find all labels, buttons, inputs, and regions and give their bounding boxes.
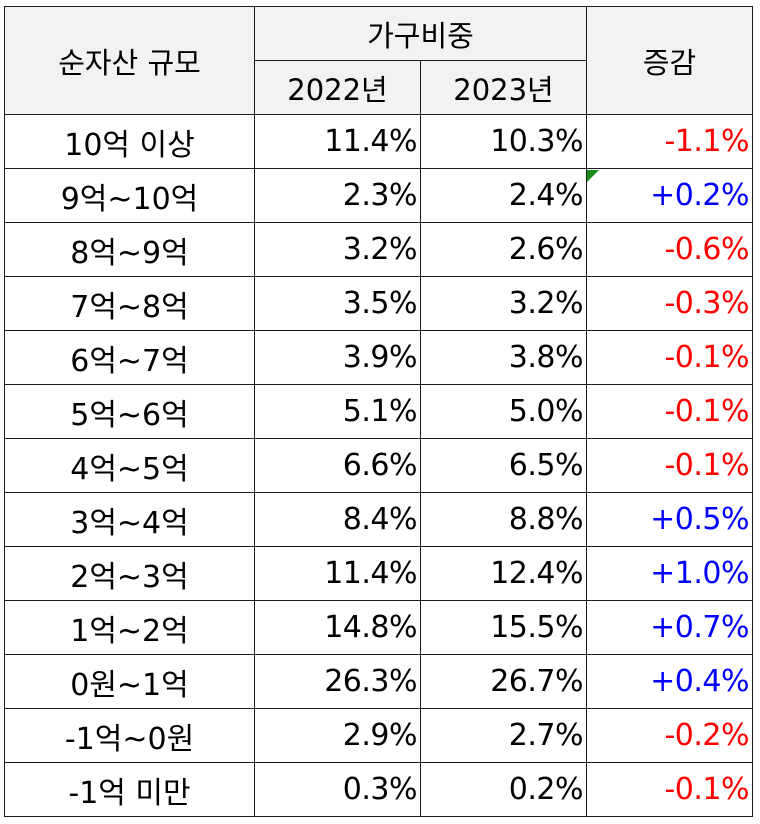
size-range-cell[interactable]: -1억 미만 xyxy=(4,762,255,817)
table-row: 10억 이상 11.4% 10.3% -1.1% xyxy=(4,114,753,169)
size-range-cell[interactable]: 1억~2억 xyxy=(4,600,255,655)
share-2023-cell[interactable]: 12.4% xyxy=(420,546,587,601)
change-cell[interactable]: +0.2% xyxy=(586,168,753,223)
header-share-cell[interactable]: 가구비중 xyxy=(254,6,587,61)
share-2023-cell[interactable]: 3.8% xyxy=(420,330,587,385)
table-row: 5억~6억 5.1% 5.0% -0.1% xyxy=(4,384,753,439)
change-cell[interactable]: -0.6% xyxy=(586,222,753,277)
change-cell[interactable]: -0.1% xyxy=(586,330,753,385)
asset-share-table: 순자산 규모 가구비중 증감 2022년 2023년 10억 이상 11.4% 10… xyxy=(4,6,753,817)
share-2022-cell[interactable]: 11.4% xyxy=(254,114,421,169)
share-2023-cell[interactable]: 2.4% xyxy=(420,168,587,223)
share-2022-cell[interactable]: 8.4% xyxy=(254,492,421,547)
size-range-cell[interactable]: 2억~3억 xyxy=(4,546,255,601)
change-cell[interactable]: +0.7% xyxy=(586,600,753,655)
table-row: 3억~4억 8.4% 8.8% +0.5% xyxy=(4,492,753,547)
change-cell[interactable]: +0.4% xyxy=(586,654,753,709)
header-row-2: 2022년 2023년 xyxy=(5,60,753,115)
share-2022-cell[interactable]: 11.4% xyxy=(254,546,421,601)
share-2022-cell[interactable]: 3.2% xyxy=(254,222,421,277)
header-year-2023-cell[interactable]: 2023년 xyxy=(420,60,587,115)
table-row: 2억~3억 11.4% 12.4% +1.0% xyxy=(4,546,753,601)
share-2022-cell[interactable]: 5.1% xyxy=(254,384,421,439)
table-row: 9억~10억 2.3% 2.4% +0.2% xyxy=(4,168,753,223)
table-body: 10억 이상 11.4% 10.3% -1.1% 9억~10억 2.3% 2.4% +0.2%… xyxy=(4,114,753,817)
header-size-cell[interactable]: 순자산 규모 xyxy=(4,6,255,115)
share-2023-cell[interactable]: 10.3% xyxy=(420,114,587,169)
table-row: -1억~0원 2.9% 2.7% -0.2% xyxy=(4,708,753,763)
share-2023-cell[interactable]: 26.7% xyxy=(420,654,587,709)
share-2023-cell[interactable]: 2.7% xyxy=(420,708,587,763)
change-cell[interactable]: +1.0% xyxy=(586,546,753,601)
share-2022-cell[interactable]: 14.8% xyxy=(254,600,421,655)
share-2022-cell[interactable]: 2.3% xyxy=(254,168,421,223)
share-2022-cell[interactable]: 0.3% xyxy=(254,762,421,817)
size-range-cell[interactable]: 5억~6억 xyxy=(4,384,255,439)
share-2023-cell[interactable]: 5.0% xyxy=(420,384,587,439)
size-range-cell[interactable]: 7억~8억 xyxy=(4,276,255,331)
share-2022-cell[interactable]: 26.3% xyxy=(254,654,421,709)
table-row: 0원~1억 26.3% 26.7% +0.4% xyxy=(4,654,753,709)
change-cell[interactable]: -1.1% xyxy=(586,114,753,169)
share-2022-cell[interactable]: 3.5% xyxy=(254,276,421,331)
table-row: 4억~5억 6.6% 6.5% -0.1% xyxy=(4,438,753,493)
size-range-cell[interactable]: 10억 이상 xyxy=(4,114,255,169)
share-2023-cell[interactable]: 15.5% xyxy=(420,600,587,655)
share-2023-cell[interactable]: 3.2% xyxy=(420,276,587,331)
change-cell[interactable]: -0.3% xyxy=(586,276,753,331)
change-cell[interactable]: -0.2% xyxy=(586,708,753,763)
share-2023-cell[interactable]: 6.5% xyxy=(420,438,587,493)
size-range-cell[interactable]: 0원~1억 xyxy=(4,654,255,709)
share-2022-cell[interactable]: 2.9% xyxy=(254,708,421,763)
table-row: 7억~8억 3.5% 3.2% -0.3% xyxy=(4,276,753,331)
change-cell[interactable]: -0.1% xyxy=(586,384,753,439)
table-row: 8억~9억 3.2% 2.6% -0.6% xyxy=(4,222,753,277)
header-row-1: 순자산 규모 가구비중 증감 xyxy=(4,6,753,115)
header-year-2022-cell[interactable]: 2022년 xyxy=(254,60,421,115)
table-header: 순자산 규모 가구비중 증감 2022년 2023년 xyxy=(4,6,753,115)
table-row: -1억 미만 0.3% 0.2% -0.1% xyxy=(4,762,753,817)
change-cell[interactable]: -0.1% xyxy=(586,438,753,493)
size-range-cell[interactable]: 6억~7억 xyxy=(4,330,255,385)
size-range-cell[interactable]: 8억~9억 xyxy=(4,222,255,277)
header-change-cell[interactable]: 증감 xyxy=(586,6,753,115)
size-range-cell[interactable]: -1억~0원 xyxy=(4,708,255,763)
share-2023-cell[interactable]: 0.2% xyxy=(420,762,587,817)
share-2022-cell[interactable]: 6.6% xyxy=(254,438,421,493)
change-cell[interactable]: -0.1% xyxy=(586,762,753,817)
table-row: 1억~2억 14.8% 15.5% +0.7% xyxy=(4,600,753,655)
size-range-cell[interactable]: 3억~4억 xyxy=(4,492,255,547)
size-range-cell[interactable]: 9억~10억 xyxy=(4,168,255,223)
change-cell[interactable]: +0.5% xyxy=(586,492,753,547)
comment-indicator-icon[interactable] xyxy=(587,170,599,182)
share-2023-cell[interactable]: 8.8% xyxy=(420,492,587,547)
share-2023-cell[interactable]: 2.6% xyxy=(420,222,587,277)
size-range-cell[interactable]: 4억~5억 xyxy=(4,438,255,493)
share-2022-cell[interactable]: 3.9% xyxy=(254,330,421,385)
table-row: 6억~7억 3.9% 3.8% -0.1% xyxy=(4,330,753,385)
